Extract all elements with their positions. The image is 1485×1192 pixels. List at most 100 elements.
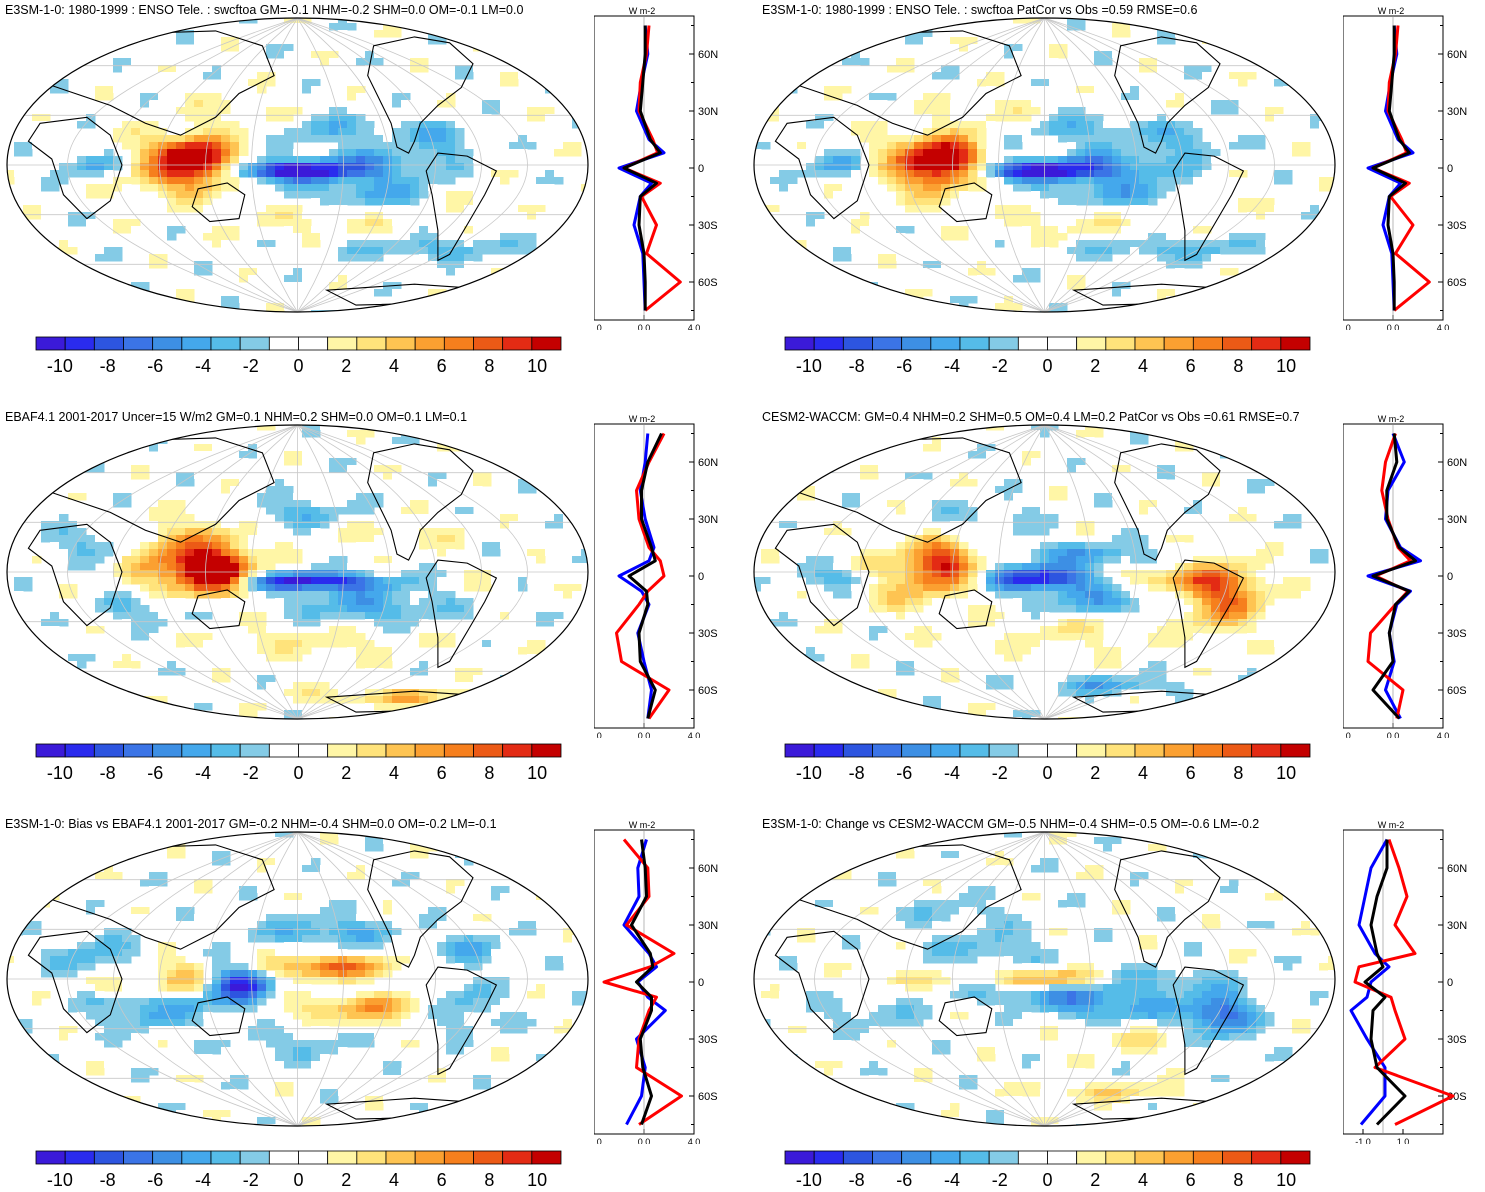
colorbar-swatch [328, 337, 357, 350]
profile-lat-tick: 30S [698, 220, 718, 232]
colorbar-swatch [1106, 744, 1135, 757]
colorbar-tick-label: 10 [527, 356, 547, 376]
map-p4 [752, 423, 1337, 721]
colorbar-tick-label: -10 [47, 1170, 73, 1190]
profile-lat-tick: 60S [1447, 277, 1467, 289]
colorbar-tick-label: 10 [1276, 1170, 1296, 1190]
colorbar-swatch [1135, 1151, 1164, 1164]
profile-lat-tick: 60N [698, 457, 718, 469]
colorbar-swatch [1077, 1151, 1106, 1164]
profile-lat-tick: 0 [1447, 571, 1453, 583]
colorbar-swatch [1281, 1151, 1310, 1164]
colorbar-tick-label: 6 [437, 763, 447, 783]
colorbar-tick-label: 10 [1276, 356, 1296, 376]
colorbar-swatch [299, 1151, 328, 1164]
profile-lat-tick: 60S [698, 277, 718, 289]
colorbar-swatch [1193, 337, 1222, 350]
colorbar-tick-label: -8 [100, 763, 116, 783]
colorbar-tick-label: -4 [944, 763, 960, 783]
profile-line-black [1373, 434, 1416, 719]
colorbar-swatch [386, 1151, 415, 1164]
colorbar-swatch [124, 1151, 153, 1164]
colorbar-tick-label: 4 [1138, 763, 1148, 783]
colorbar-tick-label: 0 [1042, 763, 1052, 783]
colorbar-tick-label: 6 [1186, 356, 1196, 376]
colorbar-swatch [1164, 1151, 1193, 1164]
colorbar-swatch [1252, 744, 1281, 757]
profile-lat-tick: 0 [1447, 977, 1453, 989]
profile-x-tick: 0.0 [638, 731, 651, 738]
colorbar-swatch [474, 337, 503, 350]
colorbar-tick-label: 4 [1138, 356, 1148, 376]
colorbar-swatch [1281, 744, 1310, 757]
profile-lat-tick: 30N [1447, 514, 1467, 526]
colorbar-swatch [211, 744, 240, 757]
colorbar-swatch [532, 1151, 561, 1164]
profile-lat-tick: 60N [698, 49, 718, 61]
colorbar-tick-label: 4 [389, 1170, 399, 1190]
colorbar-swatch [1193, 744, 1222, 757]
colorbar-swatch [65, 1151, 94, 1164]
profile-lat-tick: 30N [1447, 920, 1467, 932]
colorbar-swatch [1018, 1151, 1047, 1164]
colorbar-swatch [1223, 337, 1252, 350]
colorbar-tick-label: 0 [1042, 1170, 1052, 1190]
profile-lat-tick: 30N [698, 106, 718, 118]
profile-lat-tick: 30N [698, 514, 718, 526]
colorbar-tick-label: -6 [147, 356, 163, 376]
colorbar-tick-label: -10 [796, 1170, 822, 1190]
colorbar-swatch [902, 1151, 931, 1164]
colorbar-swatch [1048, 744, 1077, 757]
colorbar-swatch [444, 1151, 473, 1164]
profile-lat-tick: 60N [1447, 863, 1467, 875]
profile-lat-tick: 30S [698, 628, 718, 640]
colorbar-swatch [415, 744, 444, 757]
colorbar-swatch [182, 744, 211, 757]
colorbar-swatch [1048, 337, 1077, 350]
colorbar-swatch [814, 1151, 843, 1164]
colorbar-swatch [931, 337, 960, 350]
colorbar-tick-label: -2 [243, 763, 259, 783]
colorbar-swatch [36, 337, 65, 350]
colorbar-swatch [931, 1151, 960, 1164]
colorbar-tick-label: -10 [47, 356, 73, 376]
colorbar-tick-label: -10 [796, 763, 822, 783]
colorbar-swatch [357, 744, 386, 757]
colorbar-tick-label: -4 [944, 356, 960, 376]
colorbar-swatch [386, 337, 415, 350]
profile-x-tick: 4.0 [1437, 323, 1450, 330]
colorbar-swatch [873, 337, 902, 350]
colorbar-tick-label: -8 [849, 1170, 865, 1190]
colorbar-swatch [36, 744, 65, 757]
colorbar-tick-label: 8 [1233, 356, 1243, 376]
panel-title: EBAF4.1 2001-2017 Uncer=15 W/m2 GM=0.1 N… [5, 410, 467, 424]
colorbar-tick-label: 8 [484, 1170, 494, 1190]
profile-lat-tick: 0 [698, 571, 704, 583]
colorbar-swatch [65, 337, 94, 350]
colorbar-tick-label: 6 [437, 1170, 447, 1190]
colorbar-swatch [415, 337, 444, 350]
colorbar-tick-label: 0 [293, 1170, 303, 1190]
colorbar-swatch [211, 1151, 240, 1164]
colorbar-swatch [873, 744, 902, 757]
map-p1 [5, 16, 590, 314]
colorbar-swatch [1106, 1151, 1135, 1164]
map-p2 [752, 16, 1337, 314]
colorbar-swatch [1077, 744, 1106, 757]
colorbar-swatch [814, 744, 843, 757]
profile-lat-tick: 30S [1447, 1034, 1467, 1046]
colorbar-swatch [532, 744, 561, 757]
colorbar-swatch [1252, 1151, 1281, 1164]
colorbar-swatch [785, 744, 814, 757]
colorbar-swatch [240, 744, 269, 757]
colorbar-tick-label: 2 [1090, 356, 1100, 376]
profile-lat-tick: 60N [698, 863, 718, 875]
colorbar-swatch [124, 337, 153, 350]
profile-x-tick: 0.0 [1387, 323, 1400, 330]
profile-lat-tick: 30S [698, 1034, 718, 1046]
colorbar-swatch [1223, 744, 1252, 757]
colorbar-swatch [386, 744, 415, 757]
colorbar-swatch [94, 337, 123, 350]
